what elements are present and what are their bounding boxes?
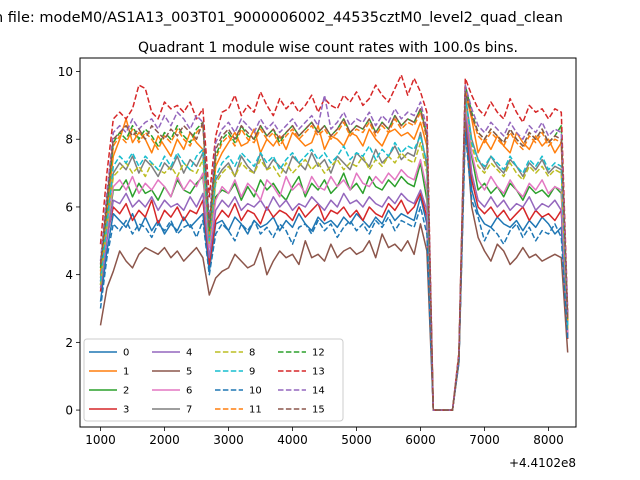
y-tick-label: 0 — [65, 404, 73, 418]
legend-label-5: 5 — [186, 367, 192, 378]
legend-box — [83, 338, 344, 422]
x-tick-label: 6000 — [405, 433, 436, 447]
x-tick-label: 5000 — [341, 433, 372, 447]
x-offset-label: +4.4102e8 — [509, 456, 576, 470]
legend-label-4: 4 — [186, 348, 192, 359]
series-line-6 — [99, 101, 569, 411]
legend-label-13: 13 — [312, 367, 325, 378]
x-tick-label: 4000 — [277, 433, 308, 447]
series-line-10 — [99, 131, 569, 411]
y-tick-label: 8 — [65, 133, 73, 147]
y-tick-label: 2 — [65, 336, 73, 350]
legend-label-6: 6 — [186, 386, 192, 397]
y-tick-label: 4 — [65, 268, 73, 282]
x-tick-label: 2000 — [149, 433, 180, 447]
series-line-1 — [99, 91, 569, 411]
series-line-2 — [99, 108, 569, 411]
legend-label-9: 9 — [249, 367, 255, 378]
legend-label-10: 10 — [249, 386, 262, 397]
legend-label-14: 14 — [312, 386, 325, 397]
series-line-3 — [99, 114, 569, 411]
legend-label-12: 12 — [312, 348, 325, 359]
series-line-13 — [99, 74, 569, 411]
legend-label-7: 7 — [186, 405, 192, 416]
plot-lines — [99, 74, 569, 411]
x-tick-label: 7000 — [469, 433, 500, 447]
series-line-0 — [99, 114, 569, 411]
x-tick-label: 3000 — [213, 433, 244, 447]
legend-label-11: 11 — [249, 405, 262, 416]
y-axis: 0 2 4 6 8 10 — [58, 65, 80, 418]
series-line-14 — [99, 84, 569, 411]
series-line-8 — [99, 97, 569, 411]
legend-label-3: 3 — [123, 405, 129, 416]
legend-label-0: 0 — [123, 348, 129, 359]
axes-frame — [79, 57, 577, 428]
legend-label-15: 15 — [312, 405, 325, 416]
x-tick-label: 8000 — [533, 433, 564, 447]
legend-label-1: 1 — [123, 367, 129, 378]
y-tick-label: 10 — [58, 65, 73, 79]
series-line-9 — [99, 94, 569, 411]
series-line-15 — [99, 91, 569, 411]
chart-title: Quadrant 1 module wise count rates with … — [138, 40, 518, 56]
legend-label-8: 8 — [249, 348, 255, 359]
figure-suptitle: n file: modeM0/AS1A13_003T01_9000006002_… — [0, 10, 563, 26]
x-axis: 1000 2000 3000 4000 5000 6000 7000 8000 — [85, 427, 564, 447]
series-line-11 — [99, 87, 569, 411]
legend-label-2: 2 — [123, 386, 129, 397]
series-line-4 — [99, 104, 569, 411]
y-tick-label: 6 — [65, 200, 73, 214]
series-line-5 — [99, 121, 569, 411]
x-tick-label: 1000 — [85, 433, 116, 447]
